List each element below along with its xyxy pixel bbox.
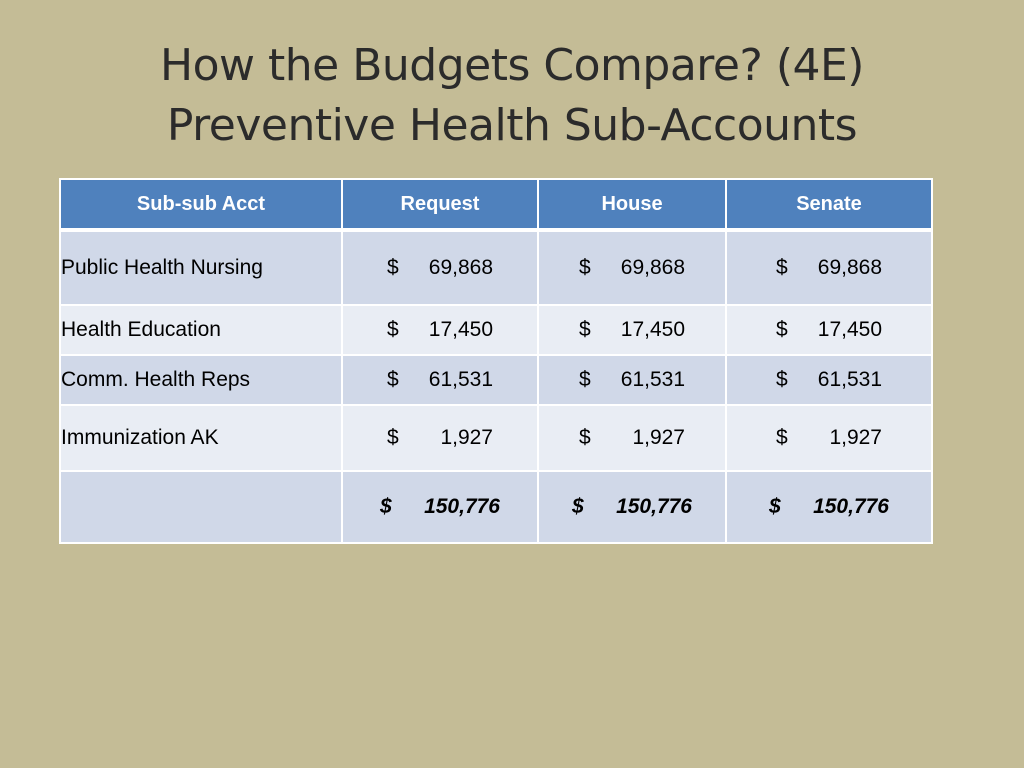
currency-symbol: $ xyxy=(579,368,591,391)
currency-symbol: $ xyxy=(776,256,788,279)
request-value: 61,531 xyxy=(428,368,493,391)
request-value: 69,868 xyxy=(428,256,493,279)
senate-total: 150,776 xyxy=(813,495,889,518)
currency-symbol: $ xyxy=(572,495,584,518)
senate-cell: $61,531 xyxy=(725,354,933,406)
header-sub-sub-acct: Sub-sub Acct xyxy=(59,178,343,232)
currency-symbol: $ xyxy=(387,368,399,391)
request-total: 150,776 xyxy=(424,495,500,518)
header-house: House xyxy=(537,178,727,232)
house-cell: $69,868 xyxy=(537,229,727,306)
currency-symbol: $ xyxy=(579,426,591,449)
slide-title-line-1: How the Budgets Compare? (4E) xyxy=(160,40,864,91)
house-cell: $17,450 xyxy=(537,304,727,356)
house-value: 17,450 xyxy=(620,318,685,341)
total-row: $150,776 $150,776 $150,776 xyxy=(59,470,933,544)
table-row: Public Health Nursing $69,868 $69,868 $6… xyxy=(59,229,933,306)
header-senate: Senate xyxy=(725,178,933,232)
house-value: 61,531 xyxy=(620,368,685,391)
row-label: Public Health Nursing xyxy=(59,229,343,306)
house-total-cell: $150,776 xyxy=(537,470,727,544)
house-cell: $61,531 xyxy=(537,354,727,406)
table-row: Immunization AK $1,927 $1,927 $1,927 xyxy=(59,404,933,472)
slide-title-line-2: Preventive Health Sub-Accounts xyxy=(166,100,858,151)
senate-value: 61,531 xyxy=(817,368,882,391)
total-label xyxy=(59,470,343,544)
currency-symbol: $ xyxy=(387,256,399,279)
senate-cell: $1,927 xyxy=(725,404,933,472)
senate-cell: $17,450 xyxy=(725,304,933,356)
senate-value: 69,868 xyxy=(817,256,882,279)
row-label: Health Education xyxy=(59,304,343,356)
request-cell: $69,868 xyxy=(341,229,539,306)
currency-symbol: $ xyxy=(380,495,392,518)
house-cell: $1,927 xyxy=(537,404,727,472)
row-label: Immunization AK xyxy=(59,404,343,472)
request-total-cell: $150,776 xyxy=(341,470,539,544)
senate-total-cell: $150,776 xyxy=(725,470,933,544)
request-cell: $61,531 xyxy=(341,354,539,406)
house-value: 69,868 xyxy=(620,256,685,279)
table-row: Comm. Health Reps $61,531 $61,531 $61,53… xyxy=(59,354,933,406)
currency-symbol: $ xyxy=(769,495,781,518)
slide-title: How the Budgets Compare? (4E) Preventive… xyxy=(0,36,1024,156)
currency-symbol: $ xyxy=(387,318,399,341)
request-value: 1,927 xyxy=(440,426,493,449)
budget-comparison-table: Sub-sub Acct Request House Senate Public… xyxy=(59,178,933,544)
senate-value: 17,450 xyxy=(817,318,882,341)
house-value: 1,927 xyxy=(632,426,685,449)
senate-value: 1,927 xyxy=(829,426,882,449)
table-row: Health Education $17,450 $17,450 $17,450 xyxy=(59,304,933,356)
request-value: 17,450 xyxy=(428,318,493,341)
currency-symbol: $ xyxy=(776,368,788,391)
header-request: Request xyxy=(341,178,539,232)
table-header-row: Sub-sub Acct Request House Senate xyxy=(59,178,933,232)
row-label: Comm. Health Reps xyxy=(59,354,343,406)
request-cell: $17,450 xyxy=(341,304,539,356)
currency-symbol: $ xyxy=(387,426,399,449)
currency-symbol: $ xyxy=(579,256,591,279)
currency-symbol: $ xyxy=(579,318,591,341)
request-cell: $1,927 xyxy=(341,404,539,472)
currency-symbol: $ xyxy=(776,426,788,449)
house-total: 150,776 xyxy=(616,495,692,518)
senate-cell: $69,868 xyxy=(725,229,933,306)
currency-symbol: $ xyxy=(776,318,788,341)
